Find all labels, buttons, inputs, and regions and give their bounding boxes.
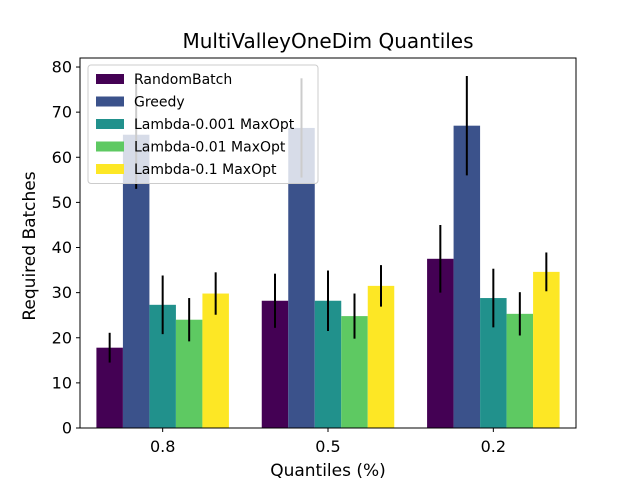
legend-swatch [96,74,124,84]
x-tick-label: 0.8 [150,437,175,456]
legend-entry: RandomBatch [134,72,232,88]
legend-entry: Lambda-0.1 MaxOpt [134,162,277,178]
legend-box [87,64,319,184]
legend-swatch [96,119,124,129]
bar-lambda-0-1-maxopt-0-5 [367,285,395,428]
bar-greedy-0-2 [453,125,481,429]
legend-entry: Greedy [134,95,185,111]
legend-entry: Lambda-0.001 MaxOpt [134,117,295,133]
y-tick-label: 20 [52,328,72,347]
plot-area: 0 10 20 30 40 50 60 70 80 0.8 0.5 0.2 [52,57,577,456]
bar-lambda-0-1-maxopt-0-8 [202,293,229,428]
y-tick-label: 10 [52,373,72,392]
bar-lambda-0-1-maxopt-0-2 [533,271,560,428]
legend-swatch [96,164,124,174]
y-tick-label: 80 [52,58,72,77]
y-tick-label: 70 [52,103,72,122]
y-tick-label: 40 [52,238,72,257]
x-axis-label: Quantiles (%) [270,461,386,480]
y-tick-label: 0 [62,419,72,438]
y-axis-label: Required Batches [20,171,40,320]
y-tick-label: 60 [52,148,72,167]
legend-entry: Lambda-0.01 MaxOpt [134,140,286,156]
legend-swatch [96,141,124,152]
x-tick-label: 0.2 [481,437,506,456]
chart-title: MultiValleyOneDim Quantiles [182,29,473,53]
legend: RandomBatch Greedy Lambda-0.001 MaxOpt Lamb… [87,64,319,184]
x-tick-label: 0.5 [315,437,340,456]
y-tick-label: 50 [52,193,72,212]
y-tick-label: 30 [52,283,72,302]
legend-swatch [96,96,124,107]
